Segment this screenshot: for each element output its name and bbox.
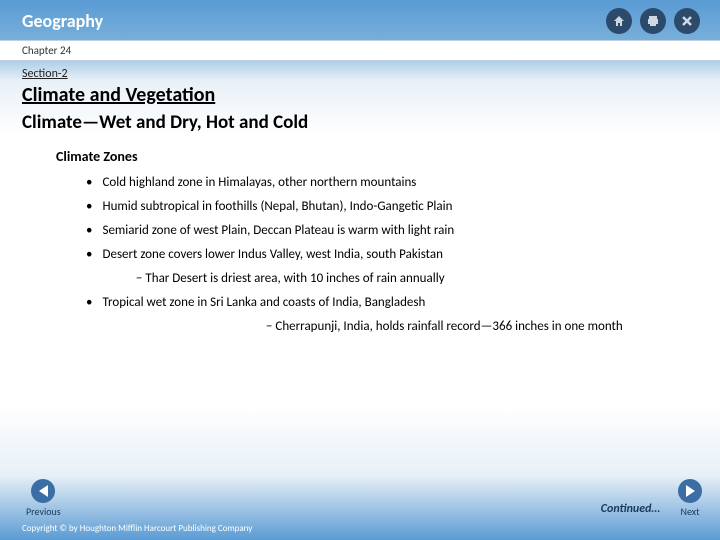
prev-arrow-icon: [31, 479, 55, 503]
prev-label: Previous: [26, 505, 61, 518]
next-arrow-icon: [678, 479, 702, 503]
close-icon[interactable]: [674, 8, 700, 34]
bullet-list: •Cold highland zone in Himalayas, other …: [86, 175, 698, 334]
section-label: Section-2: [22, 67, 698, 81]
page-title: Geography: [22, 10, 103, 32]
continued-label: Continued…: [601, 502, 660, 516]
bullet-text: Cold highland zone in Himalayas, other n…: [102, 175, 416, 190]
sub-item: − Thar Desert is driest area, with 10 in…: [136, 271, 698, 286]
footer: Previous Continued… Next Copyright © by …: [0, 480, 720, 540]
list-item: •Desert zone covers lower Indus Valley, …: [86, 247, 698, 262]
zone-heading: Climate Zones: [56, 148, 698, 165]
header-icons: [606, 8, 700, 34]
header-bar: Geography: [0, 0, 720, 40]
copyright: Copyright © by Houghton Mifflin Harcourt…: [22, 523, 252, 534]
list-item: •Semiarid zone of west Plain, Deccan Pla…: [86, 223, 698, 238]
list-item: •Humid subtropical in foothills (Nepal, …: [86, 199, 698, 214]
home-icon[interactable]: [606, 8, 632, 34]
section-subtitle: Climate—Wet and Dry, Hot and Cold: [22, 111, 698, 134]
bullet-text: Tropical wet zone in Sri Lanka and coast…: [102, 295, 425, 310]
next-button[interactable]: Next: [678, 479, 702, 518]
next-label: Next: [678, 505, 702, 518]
list-item: •Tropical wet zone in Sri Lanka and coas…: [86, 295, 698, 310]
previous-button[interactable]: Previous: [26, 479, 61, 518]
bullet-text: Desert zone covers lower Indus Valley, w…: [102, 247, 442, 262]
print-icon[interactable]: [640, 8, 666, 34]
chapter-bar: Chapter 24: [0, 40, 720, 61]
bullet-text: Humid subtropical in foothills (Nepal, B…: [102, 199, 452, 214]
bullet-text: Semiarid zone of west Plain, Deccan Plat…: [102, 223, 454, 238]
content-area: Section-2 Climate and Vegetation Climate…: [0, 61, 720, 334]
list-item: •Cold highland zone in Himalayas, other …: [86, 175, 698, 190]
sub-item: − Cherrapunji, India, holds rainfall rec…: [266, 319, 698, 334]
section-title: Climate and Vegetation: [22, 83, 698, 107]
